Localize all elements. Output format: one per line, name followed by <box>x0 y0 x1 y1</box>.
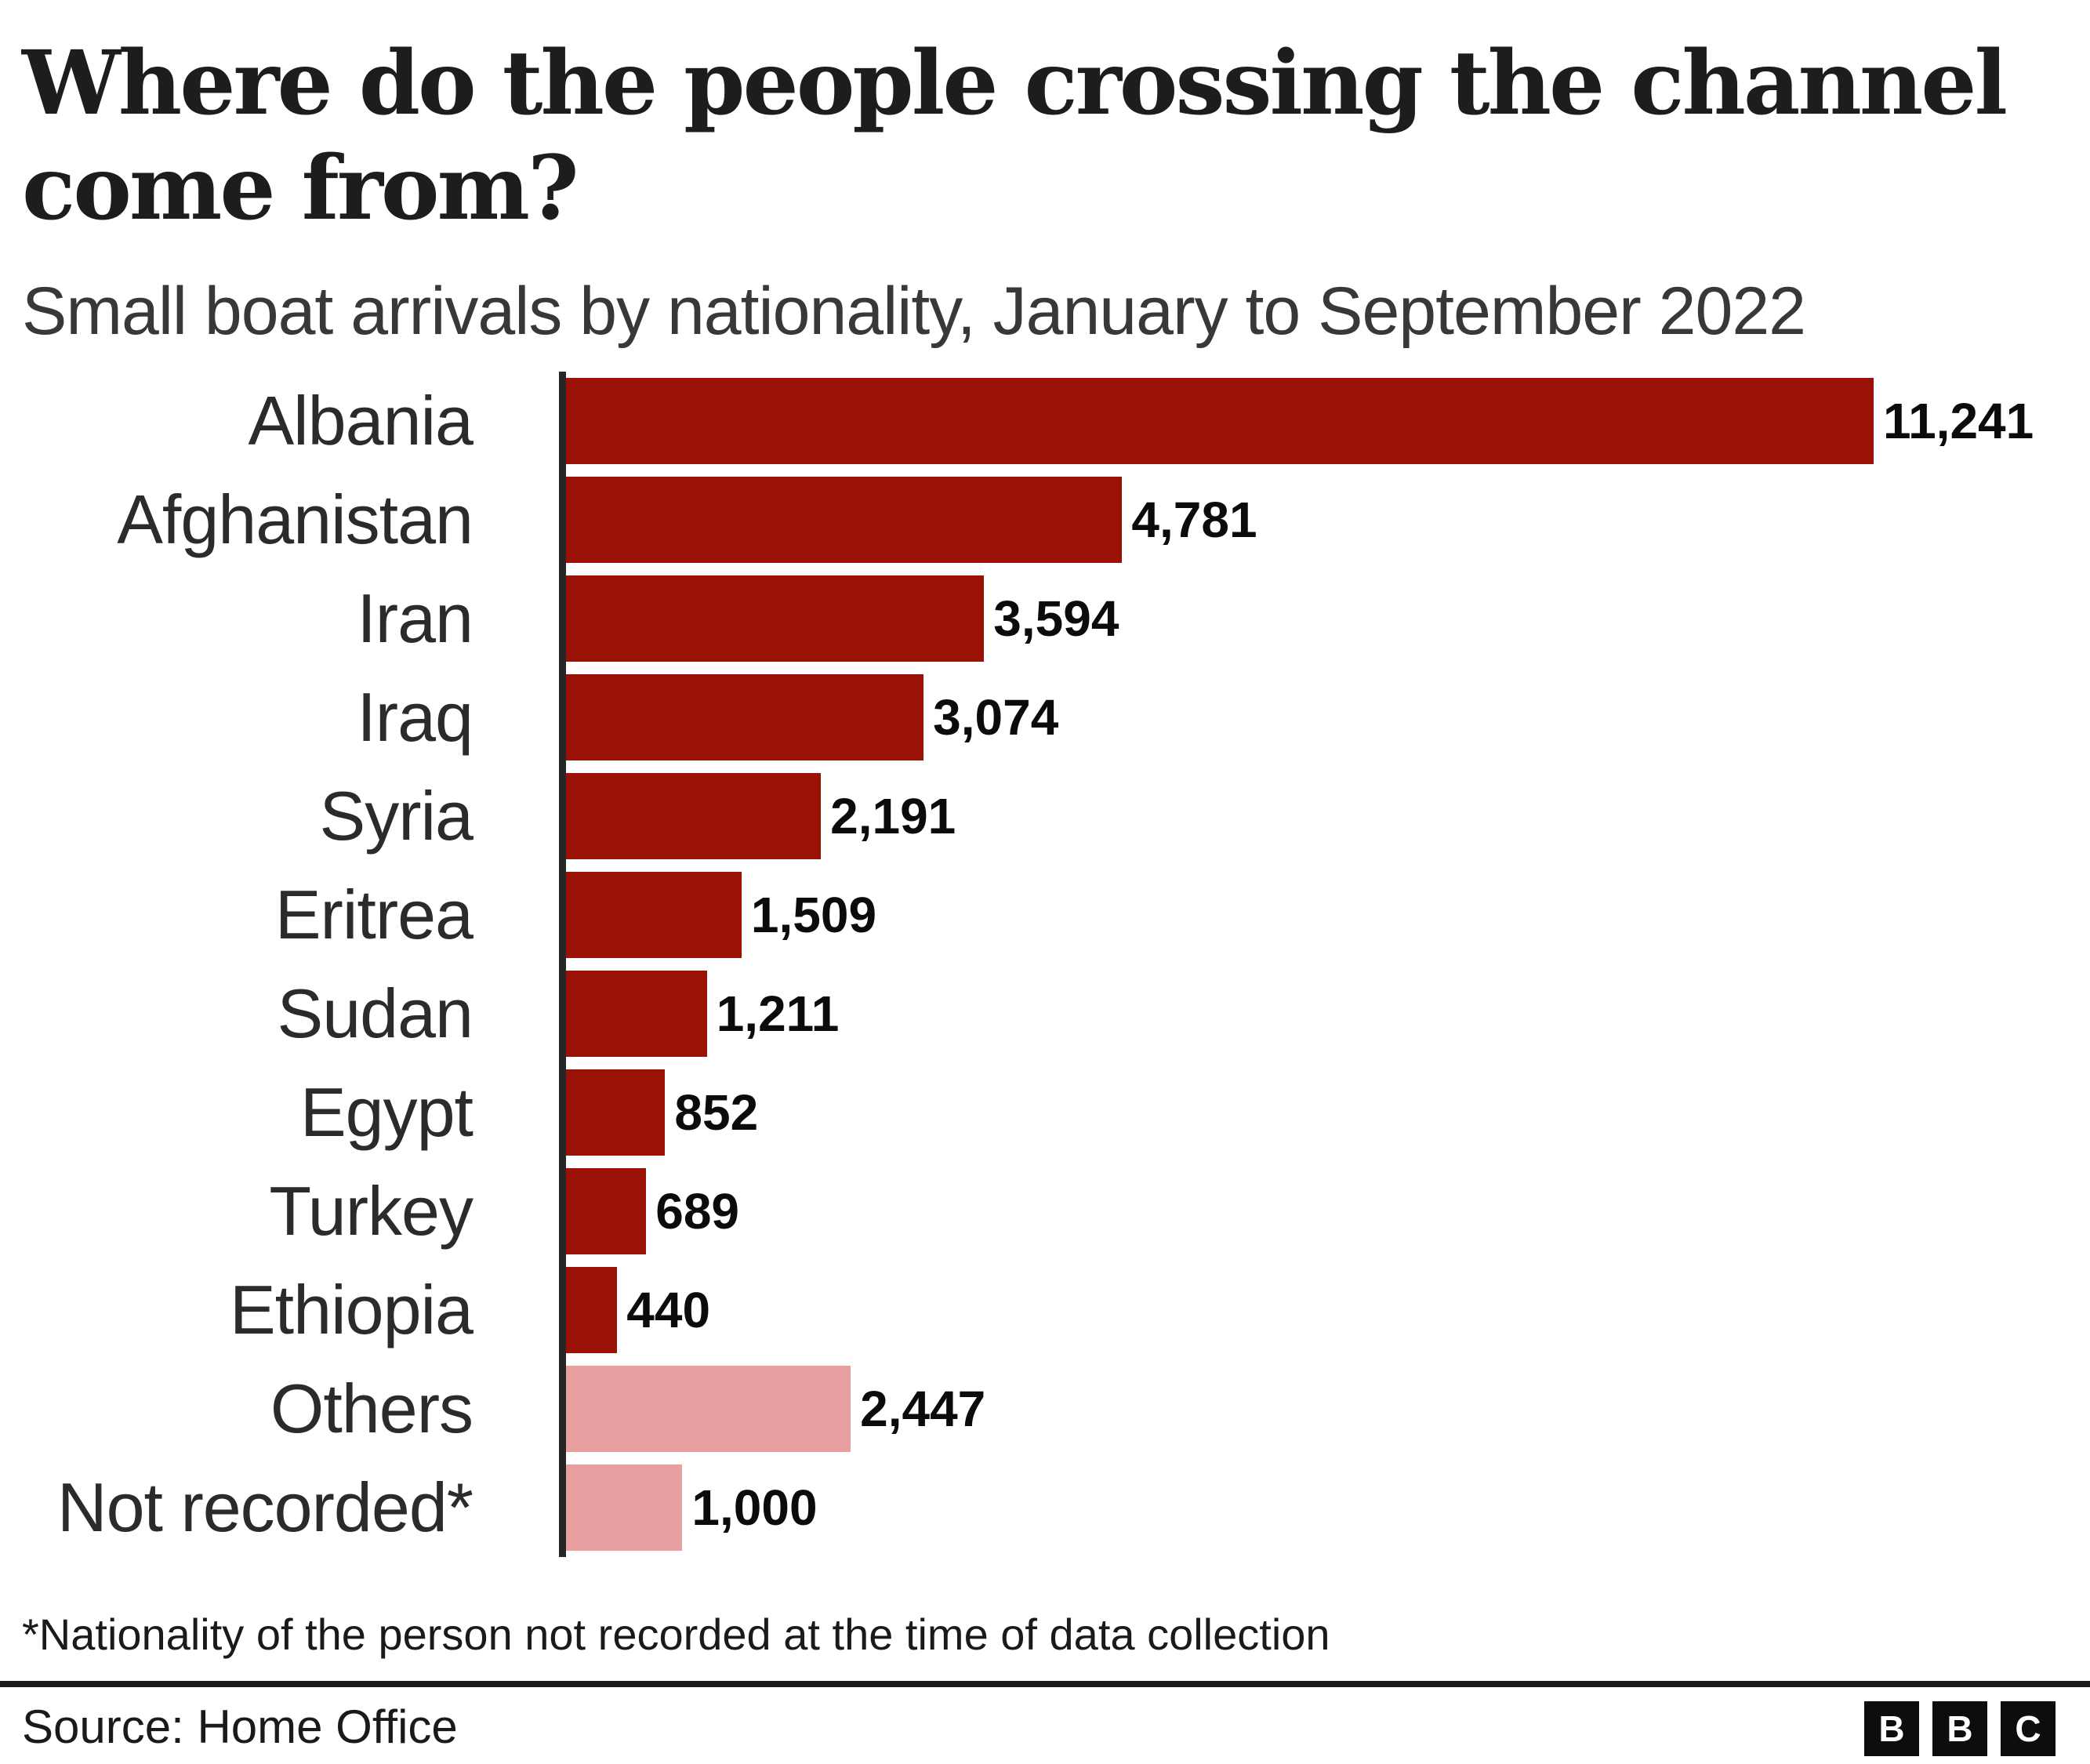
bar-iran <box>566 575 985 662</box>
chart-row: Afghanistan 4,781 <box>22 470 2074 569</box>
category-label: Albania <box>248 382 474 459</box>
category-label: Afghanistan <box>117 481 474 558</box>
bar-afghanistan <box>566 477 1123 563</box>
category-label: Eritrea <box>274 876 474 953</box>
logo-letter: C <box>2015 1708 2041 1749</box>
chart-row: Egypt 852 <box>22 1063 2074 1162</box>
bar-ethiopia <box>566 1267 618 1353</box>
value-label: 1,000 <box>691 1479 818 1536</box>
chart-rows: Albania 11,241 Afghanistan 4,781 Iran 3,594 Ir… <box>22 372 2074 1557</box>
category-label: Iran <box>357 579 474 657</box>
chart-row: Iraq 3,074 <box>22 668 2074 767</box>
bar-others <box>566 1366 851 1452</box>
page-title-line-1: Where do the people crossing the channel <box>22 32 2008 135</box>
bar-zone: 2,447 <box>559 1359 2074 1458</box>
value-label: 852 <box>674 1084 759 1141</box>
bar-egypt <box>566 1069 666 1156</box>
category-label: Iraq <box>357 678 474 756</box>
bar-zone: 11,241 <box>559 372 2074 470</box>
category-label: Egypt <box>299 1073 474 1151</box>
value-label: 3,074 <box>933 689 1059 746</box>
logo-square: B <box>1864 1701 1919 1756</box>
bar-zone: 3,594 <box>559 569 2074 668</box>
divider-rule <box>0 1681 2090 1687</box>
category-label: Sudan <box>277 975 474 1052</box>
value-label: 2,447 <box>860 1381 986 1437</box>
chart-row: Albania 11,241 <box>22 372 2074 470</box>
chart-row: Ethiopia 440 <box>22 1261 2074 1359</box>
bar-zone: 440 <box>559 1261 2074 1359</box>
bar-zone: 1,000 <box>559 1458 2074 1557</box>
chart-row: Not recorded* 1,000 <box>22 1458 2074 1557</box>
bar-zone: 852 <box>559 1063 2074 1162</box>
bar-syria <box>566 773 822 859</box>
category-label: Others <box>270 1370 474 1447</box>
chart-row: Syria 2,191 <box>22 767 2074 866</box>
bar-zone: 689 <box>559 1162 2074 1261</box>
bar-not-recorded <box>566 1465 683 1551</box>
bar-zone: 2,191 <box>559 767 2074 866</box>
chart-row: Sudan 1,211 <box>22 964 2074 1063</box>
bar-zone: 4,781 <box>559 470 2074 569</box>
chart-row: Turkey 689 <box>22 1162 2074 1261</box>
value-label: 440 <box>626 1282 711 1338</box>
category-label: Not recorded* <box>57 1468 474 1546</box>
value-label: 1,509 <box>750 887 877 943</box>
page-title-line-2: come from? <box>22 137 579 241</box>
chart-row: Iran 3,594 <box>22 569 2074 668</box>
bar-zone: 1,509 <box>559 866 2074 964</box>
logo-letter: B <box>1947 1708 1973 1749</box>
category-label: Turkey <box>269 1172 474 1250</box>
bar-iraq <box>566 674 924 760</box>
bar-zone: 1,211 <box>559 964 2074 1063</box>
value-label: 689 <box>655 1183 740 1240</box>
value-label: 2,191 <box>830 788 956 844</box>
value-label: 11,241 <box>1883 393 2034 449</box>
value-label: 4,781 <box>1131 492 1257 548</box>
bar-sudan <box>566 971 707 1057</box>
source-text: Source: Home Office <box>22 1700 458 1753</box>
category-label: Ethiopia <box>229 1271 474 1348</box>
bar-turkey <box>566 1168 647 1254</box>
bbc-logo: B B C <box>1864 1701 2056 1756</box>
bar-albania <box>566 378 1874 464</box>
chart-row: Others 2,447 <box>22 1359 2074 1458</box>
value-label: 3,594 <box>993 590 1119 647</box>
logo-square: C <box>2001 1701 2056 1756</box>
logo-letter: B <box>1878 1708 1905 1749</box>
chart-row: Eritrea 1,509 <box>22 866 2074 964</box>
bar-eritrea <box>566 872 742 958</box>
page-title: Where do the people crossing the channel… <box>22 31 2076 242</box>
bar-zone: 3,074 <box>559 668 2074 767</box>
category-label: Syria <box>319 777 474 855</box>
chart-subtitle: Small boat arrivals by nationality, Janu… <box>22 274 1806 349</box>
footnote-text: *Nationality of the person not recorded … <box>22 1610 1330 1659</box>
logo-square: B <box>1932 1701 1987 1756</box>
value-label: 1,211 <box>716 985 840 1042</box>
